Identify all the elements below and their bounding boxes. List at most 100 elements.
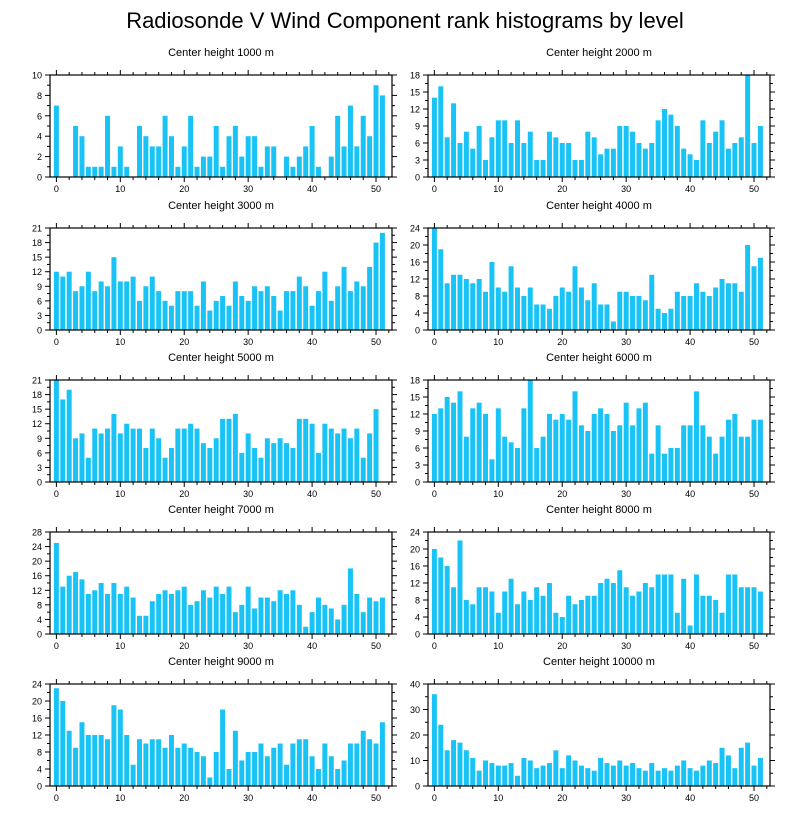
bar	[655, 425, 661, 482]
bar	[463, 131, 469, 177]
bar	[649, 453, 655, 482]
bar	[341, 760, 347, 786]
x-tick-label: 20	[179, 793, 189, 803]
y-tick-label: 20	[410, 241, 420, 251]
bar	[143, 136, 149, 177]
bar	[117, 593, 123, 634]
bar	[162, 115, 168, 177]
bar	[130, 764, 136, 786]
bar	[168, 593, 174, 634]
bar	[546, 414, 552, 482]
bar	[495, 120, 501, 177]
bar	[751, 765, 757, 786]
x-tick-label: 0	[54, 337, 59, 347]
bar	[668, 448, 674, 482]
y-tick-label: 8	[37, 91, 42, 101]
bar	[277, 590, 283, 634]
bar	[175, 590, 181, 634]
bar	[367, 739, 373, 786]
bar	[207, 448, 213, 482]
bar	[572, 266, 578, 330]
bar	[610, 431, 616, 482]
y-tick-label: 20	[32, 557, 42, 567]
bar	[373, 743, 379, 786]
bar	[335, 115, 341, 177]
bar	[367, 433, 373, 482]
bar	[649, 587, 655, 634]
bar	[137, 615, 142, 634]
chart-panel-10: Center height 10000 m 0 10 20 30 40 0 10 20 30 40 5…	[410, 656, 775, 803]
bar	[515, 448, 520, 482]
bar	[559, 414, 565, 482]
bar	[322, 423, 328, 482]
bar	[451, 274, 457, 330]
x-tick-label: 20	[557, 641, 567, 651]
bar	[566, 143, 572, 177]
bar	[226, 769, 232, 786]
bar	[60, 586, 66, 634]
x-tick-label: 50	[749, 641, 759, 651]
y-tick-label: 3	[37, 463, 42, 473]
bar	[508, 143, 514, 177]
bar	[757, 591, 763, 634]
bar	[527, 287, 533, 330]
bar	[245, 300, 251, 330]
bar	[175, 747, 181, 786]
y-tick-label: 15	[32, 405, 42, 415]
bar	[546, 308, 552, 330]
bar	[341, 266, 347, 330]
y-tick-label: 9	[415, 427, 420, 437]
bar	[73, 572, 79, 634]
bar	[360, 730, 366, 786]
y-tick-label: 24	[410, 528, 420, 538]
bar	[515, 120, 520, 177]
bar	[79, 433, 85, 482]
bar	[738, 137, 744, 177]
bar	[252, 752, 258, 786]
bar	[745, 245, 751, 330]
y-tick-label: 4	[37, 132, 42, 142]
bar	[566, 419, 572, 482]
x-tick-label: 50	[371, 489, 381, 499]
x-tick-label: 50	[371, 337, 381, 347]
bar	[354, 743, 360, 786]
y-tick-label: 18	[32, 390, 42, 400]
bar	[379, 232, 385, 330]
bar	[181, 146, 187, 177]
bar	[738, 291, 744, 330]
bar	[341, 146, 347, 177]
bar	[483, 160, 489, 177]
bar	[655, 770, 661, 786]
bar	[194, 752, 200, 786]
y-tick-label: 4	[415, 613, 420, 623]
bar	[367, 266, 373, 330]
bar	[60, 399, 66, 482]
bar	[687, 625, 693, 634]
bar	[232, 612, 238, 634]
bar	[431, 549, 437, 634]
bar	[681, 148, 687, 177]
bar	[367, 136, 373, 177]
bar	[578, 765, 584, 786]
bar	[559, 768, 565, 786]
bar	[117, 709, 123, 786]
bar	[431, 97, 437, 177]
bar	[623, 587, 629, 634]
bar	[700, 291, 706, 330]
bar	[252, 286, 258, 330]
bar	[636, 296, 642, 330]
bar	[168, 136, 174, 177]
bar	[655, 308, 661, 330]
bar	[693, 770, 699, 786]
x-tick-label: 50	[371, 184, 381, 194]
bar	[732, 574, 738, 634]
x-tick-label: 0	[54, 641, 59, 651]
bar	[521, 757, 527, 786]
bar	[438, 724, 444, 786]
bar	[604, 148, 610, 177]
bar	[681, 578, 687, 634]
bar	[105, 593, 111, 634]
bar	[328, 300, 334, 330]
y-tick-label: 8	[37, 748, 42, 758]
bar	[438, 557, 444, 634]
